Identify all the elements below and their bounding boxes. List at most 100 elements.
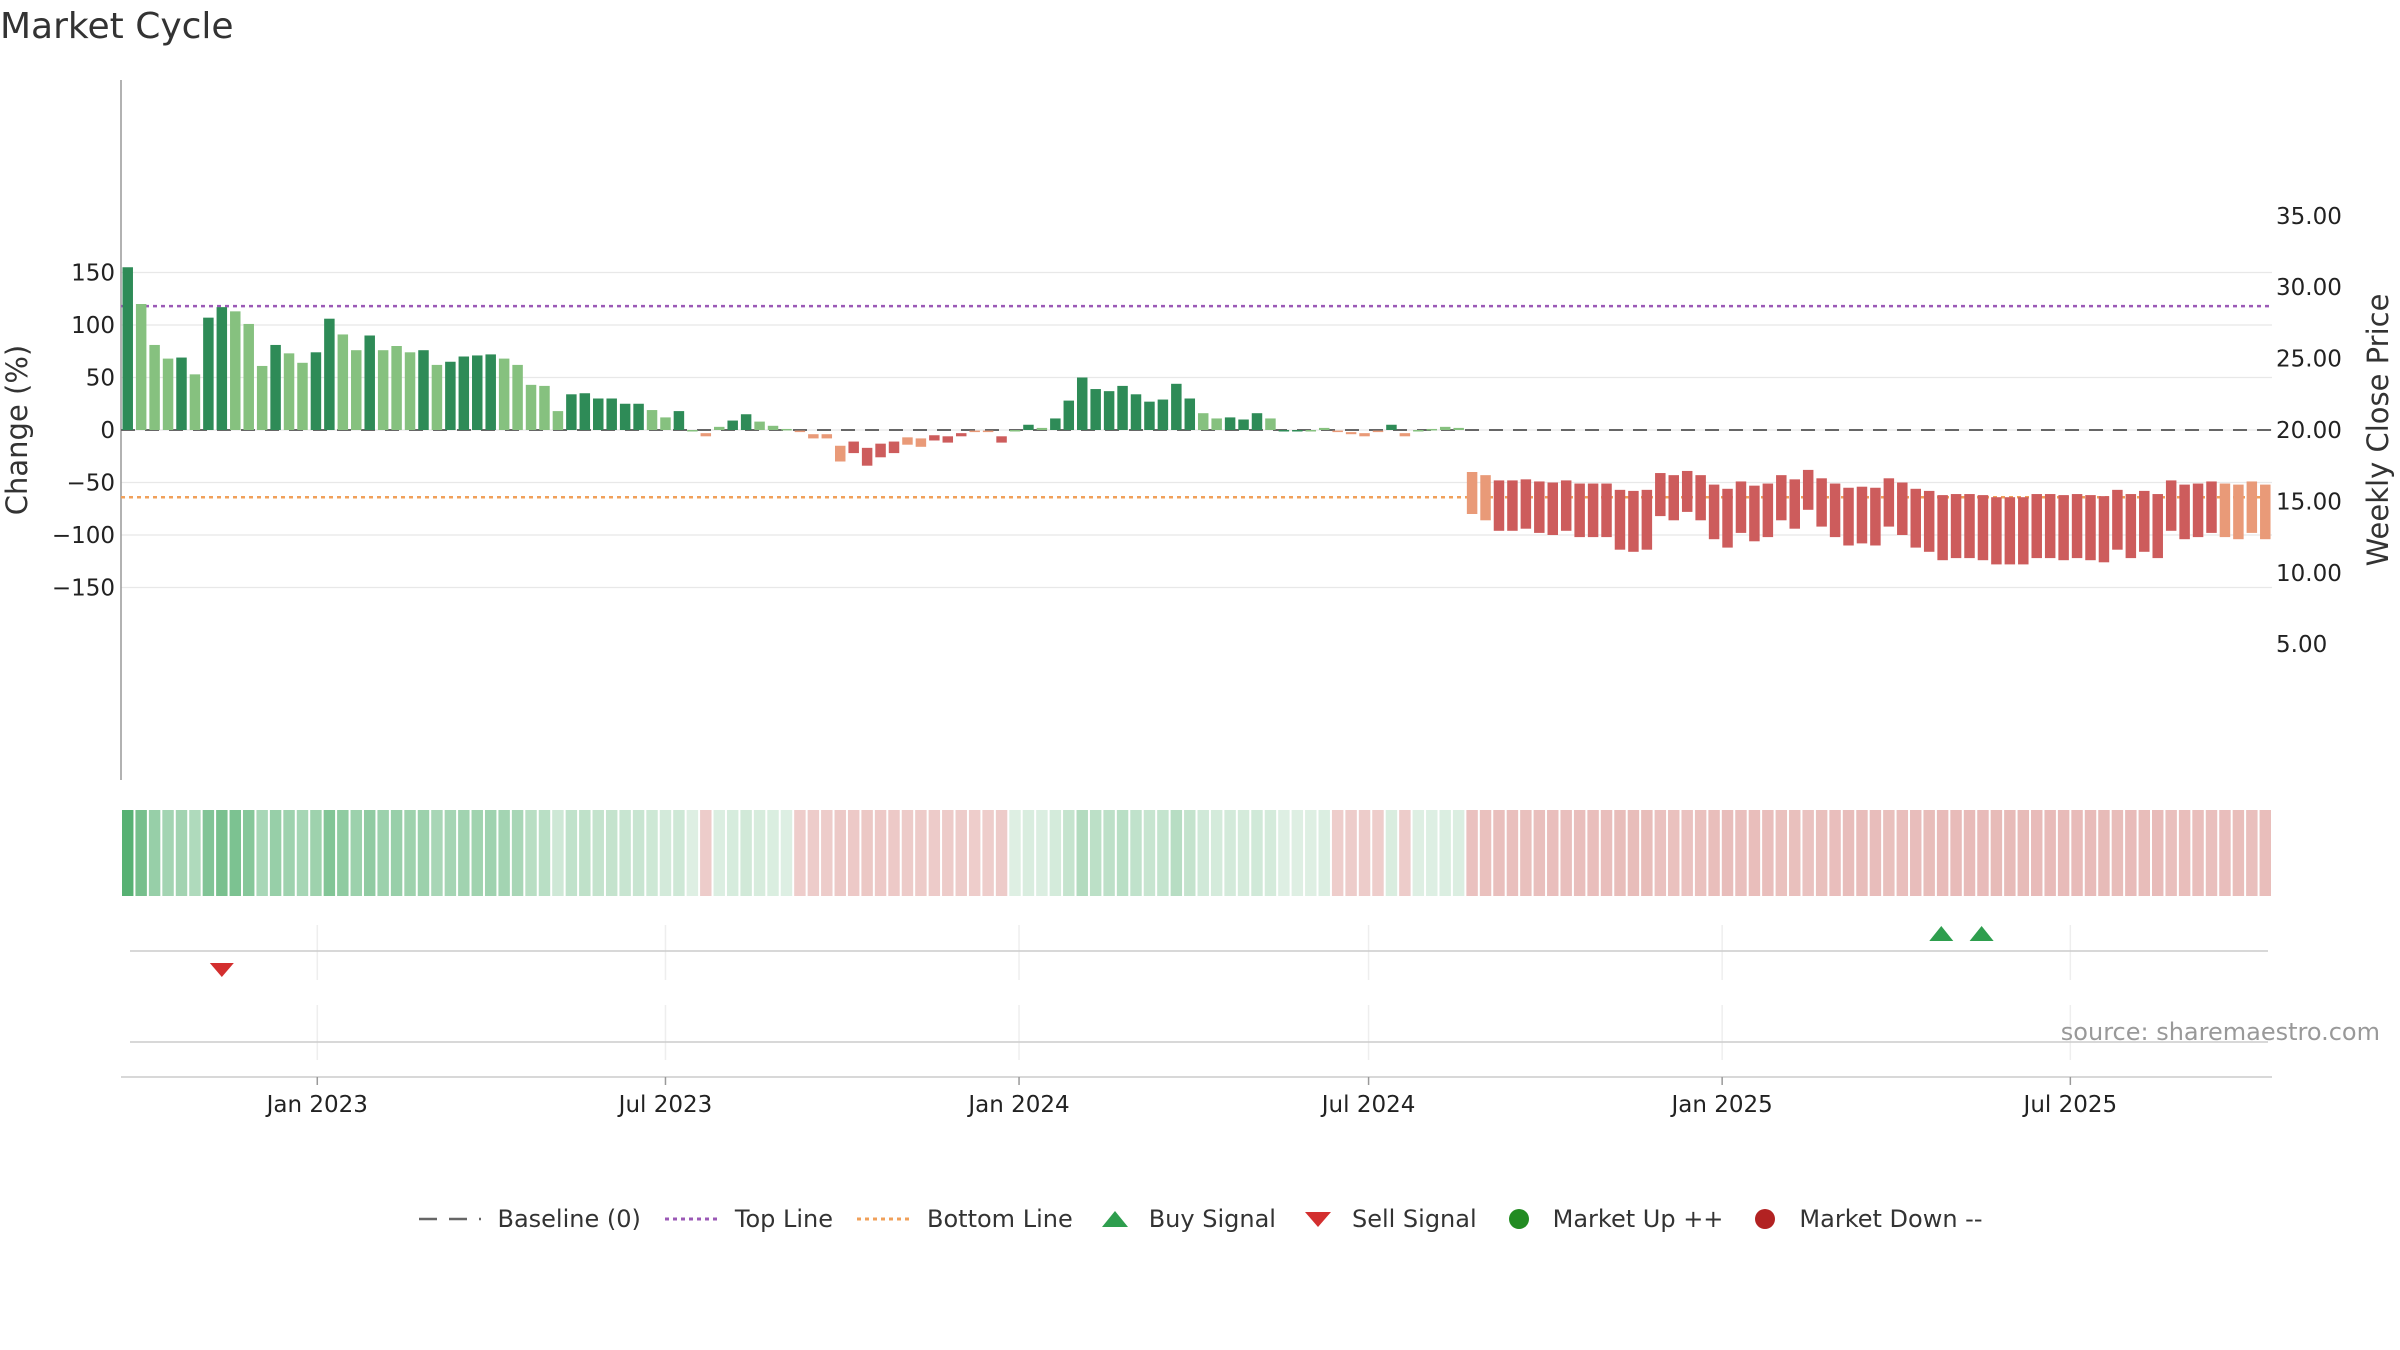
strip-cell [1009, 810, 1021, 896]
change-bar [1117, 385, 1128, 430]
left-tick-label: 0 [100, 418, 115, 444]
change-bar [700, 433, 712, 437]
buy-signal-marker [1929, 926, 1954, 941]
strip-cell [1089, 810, 1102, 896]
strip-cell [1748, 810, 1761, 896]
left-axis-title: Change (%) [0, 345, 34, 515]
strip-cell [767, 810, 779, 896]
strip-cell [888, 810, 900, 896]
strip-cell [1170, 810, 1183, 896]
strip-cell [565, 810, 578, 896]
change-bar [1399, 433, 1411, 437]
chart-title: Market Cycle [0, 6, 234, 47]
strip-cell [337, 810, 349, 896]
change-bar [767, 425, 779, 430]
change-bar [1063, 400, 1075, 430]
change-bar [2219, 483, 2231, 538]
strip-cell [175, 810, 188, 896]
right-axis-title: Weekly Close Price [2361, 294, 2395, 567]
x-tick-label: Jan 2023 [265, 1092, 368, 1118]
change-bar [754, 421, 765, 430]
strip-cell [928, 810, 941, 896]
strip-cell [2205, 810, 2218, 896]
strip-cell [1990, 810, 2003, 896]
strip-cell [377, 810, 389, 896]
change-bar [1023, 424, 1034, 430]
change-bar [808, 434, 819, 439]
strip-cell [1399, 810, 1411, 896]
strip-cell [1264, 810, 1277, 896]
change-bar [1749, 485, 1760, 542]
change-bar [2179, 484, 2190, 540]
strip-cell [1789, 810, 1801, 896]
strip-cell [1614, 810, 1626, 896]
change-bar [552, 411, 564, 430]
strip-cell [1520, 810, 1532, 896]
left-tick-label: −50 [66, 471, 115, 497]
strip-cell [310, 810, 322, 896]
change-bar [982, 430, 994, 433]
strip-cell [619, 810, 631, 896]
strip-cell [296, 810, 309, 896]
strip-cell [471, 810, 483, 896]
change-bar [740, 414, 752, 430]
change-bar [525, 384, 537, 430]
change-bar [1843, 487, 1854, 546]
strip-cell [1721, 810, 1734, 896]
legend-up-icon [1499, 1207, 1539, 1231]
change-bar [673, 411, 685, 430]
change-bar [1480, 475, 1491, 521]
strip-cell [390, 810, 403, 896]
change-bar [566, 394, 577, 430]
change-bar [377, 350, 389, 430]
strip-cell [2178, 810, 2191, 896]
strip-cell [1385, 810, 1398, 896]
strip-cell [1157, 810, 1169, 896]
strip-cell [1036, 810, 1048, 896]
legend-bottom-icon [855, 1209, 913, 1229]
strip-cell [2017, 810, 2030, 896]
strip-cell [1762, 810, 1774, 896]
change-bar [727, 420, 738, 430]
strip-cell [1063, 810, 1075, 896]
strip-cell [1735, 810, 1747, 896]
strip-cell [659, 810, 672, 896]
strip-cell [2165, 810, 2177, 896]
legend-sell-icon [1298, 1207, 1338, 1231]
strip-cell [552, 810, 564, 896]
legend-item-baseline: Baseline (0) [417, 1205, 641, 1233]
change-bar [216, 307, 228, 430]
change-bar [539, 385, 550, 430]
strip-cell [2232, 810, 2245, 896]
change-bar [1453, 427, 1464, 430]
strip-cell [1936, 810, 1949, 896]
change-bar [1318, 427, 1330, 430]
change-bar [1224, 417, 1236, 430]
change-bar [861, 447, 873, 466]
strip-cell [982, 810, 994, 896]
right-tick-label: 15.00 [2276, 489, 2342, 515]
strip-cell [2138, 810, 2151, 896]
change-bar [619, 403, 631, 430]
strip-cell [1506, 810, 1519, 896]
change-bar [283, 353, 295, 430]
source-note: source: sharemaestro.com [2061, 1018, 2380, 1046]
left-tick-label: 50 [86, 366, 115, 392]
market-cycle-chart: 150 100 50 0 −50 −100 −150 35.00 30.00 25.00 20.0… [0, 80, 2395, 1118]
strip-cell [444, 810, 457, 896]
strip-cell [646, 810, 658, 896]
strip-cell [1493, 810, 1505, 896]
strip-cell [189, 810, 201, 896]
left-y-axis: 150 100 50 0 −50 −100 −150 [52, 80, 122, 780]
change-bar [2018, 497, 2029, 565]
strip-cell [1426, 810, 1438, 896]
change-bar [1036, 427, 1048, 430]
change-bar [1413, 430, 1424, 432]
change-bar [646, 410, 658, 430]
reference-lines [121, 304, 2272, 499]
strip-cell [1681, 810, 1693, 896]
strip-cell [1291, 810, 1304, 896]
strip-cell [363, 810, 376, 896]
strip-cell [269, 810, 282, 896]
change-bar [1802, 469, 1814, 510]
